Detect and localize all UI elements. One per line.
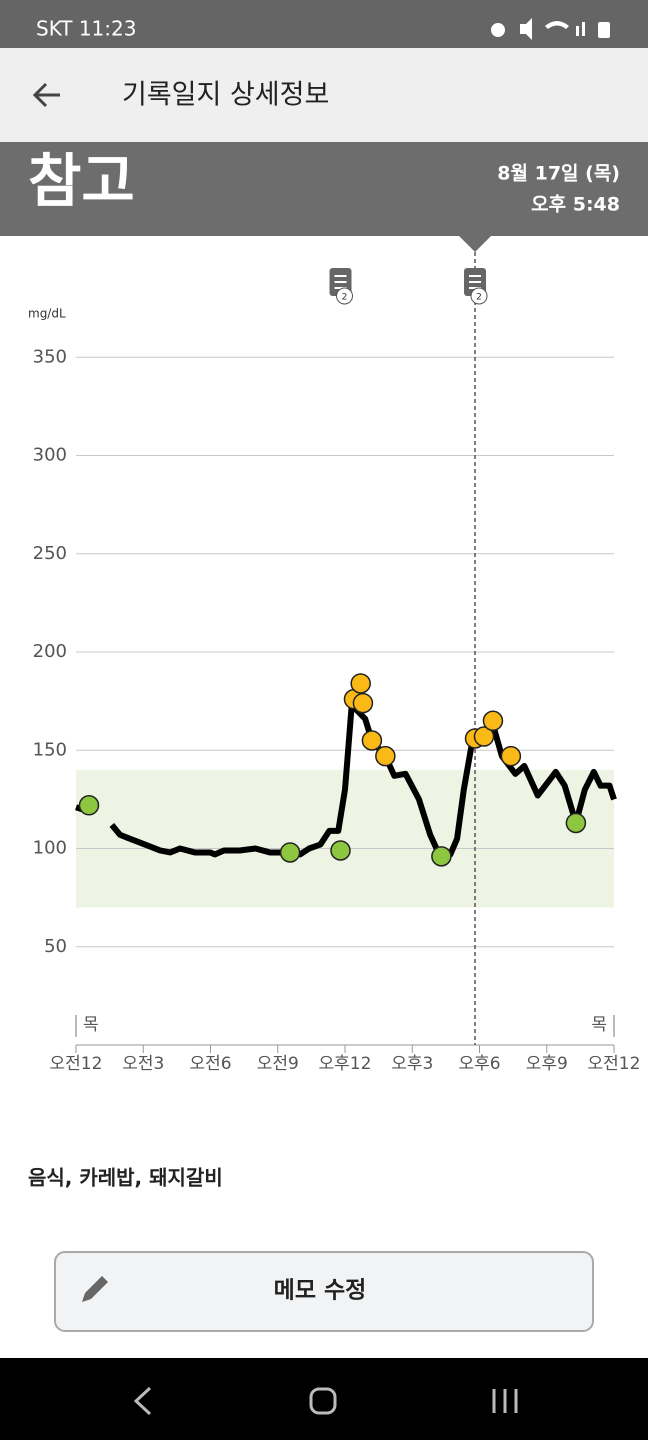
banner-status: 참고 xyxy=(28,147,135,215)
y-tick-label: 300 xyxy=(33,445,67,466)
button-label[interactable]: 메모 수정 xyxy=(274,1278,367,1304)
x-tick-label: 오후3 xyxy=(391,1054,433,1074)
y-tick-label: 350 xyxy=(33,346,67,367)
memo-badge xyxy=(336,287,354,305)
nav-buttons[interactable] xyxy=(133,1386,518,1416)
x-tick-label: 오후12 xyxy=(319,1054,372,1074)
y-tick-label: 100 xyxy=(33,838,67,859)
glucose-point xyxy=(78,795,100,816)
memo-count: 2 xyxy=(342,293,348,303)
glucose-point xyxy=(482,710,504,732)
x-tick-label: 오후6 xyxy=(458,1054,500,1074)
memo-badge xyxy=(470,287,488,305)
y-tick-label: 50 xyxy=(44,936,67,957)
banner-date: 8월 17일 (목) xyxy=(497,163,620,185)
x-tick-label: 오전12 xyxy=(588,1054,641,1074)
memo-text: 음식, 카레밥, 돼지갈비 xyxy=(28,1166,223,1190)
day-label: 목 xyxy=(83,1015,99,1035)
y-unit: mg/dL xyxy=(28,307,66,321)
day-label: 목 xyxy=(591,1015,607,1035)
glucose-point xyxy=(350,673,371,694)
x-tick-label: 오전12 xyxy=(50,1054,103,1074)
edit-memo-button[interactable] xyxy=(54,1251,594,1332)
glucose-point xyxy=(431,846,452,867)
status-bar xyxy=(0,0,648,48)
status-icons xyxy=(491,18,610,40)
status-text: SKT 11:23 xyxy=(36,17,136,41)
glucose-point xyxy=(352,692,374,714)
y-tick-label: 150 xyxy=(33,739,67,760)
x-tick-label: 오후9 xyxy=(526,1054,568,1074)
y-tick-label: 250 xyxy=(33,543,67,564)
glucose-point xyxy=(565,812,587,834)
glucose-point xyxy=(330,840,351,861)
x-tick-label: 오전3 xyxy=(122,1054,164,1074)
glucose-point xyxy=(500,745,522,767)
x-tick-label: 오전6 xyxy=(189,1054,231,1074)
memo-count: 2 xyxy=(476,293,482,303)
nav-bar xyxy=(0,1358,648,1440)
page-title: 기록일지 상세정보 xyxy=(122,80,329,111)
banner-pointer xyxy=(459,236,492,252)
y-tick-label: 200 xyxy=(33,641,67,662)
app-bar xyxy=(0,48,648,142)
banner xyxy=(0,142,648,236)
glucose-point xyxy=(473,726,495,747)
x-tick-label: 오전9 xyxy=(257,1054,299,1074)
glucose-point xyxy=(279,842,301,863)
banner-time: 오후 5:48 xyxy=(531,194,620,216)
back-button[interactable] xyxy=(32,82,60,108)
glucose-point xyxy=(375,745,396,767)
pencil-icon xyxy=(82,1276,108,1302)
glucose-point xyxy=(361,730,383,751)
chart: mg/dL 50 100 150 200 250 300 350 오전12 오전3 오전6 오전9 오후… xyxy=(28,236,640,1074)
